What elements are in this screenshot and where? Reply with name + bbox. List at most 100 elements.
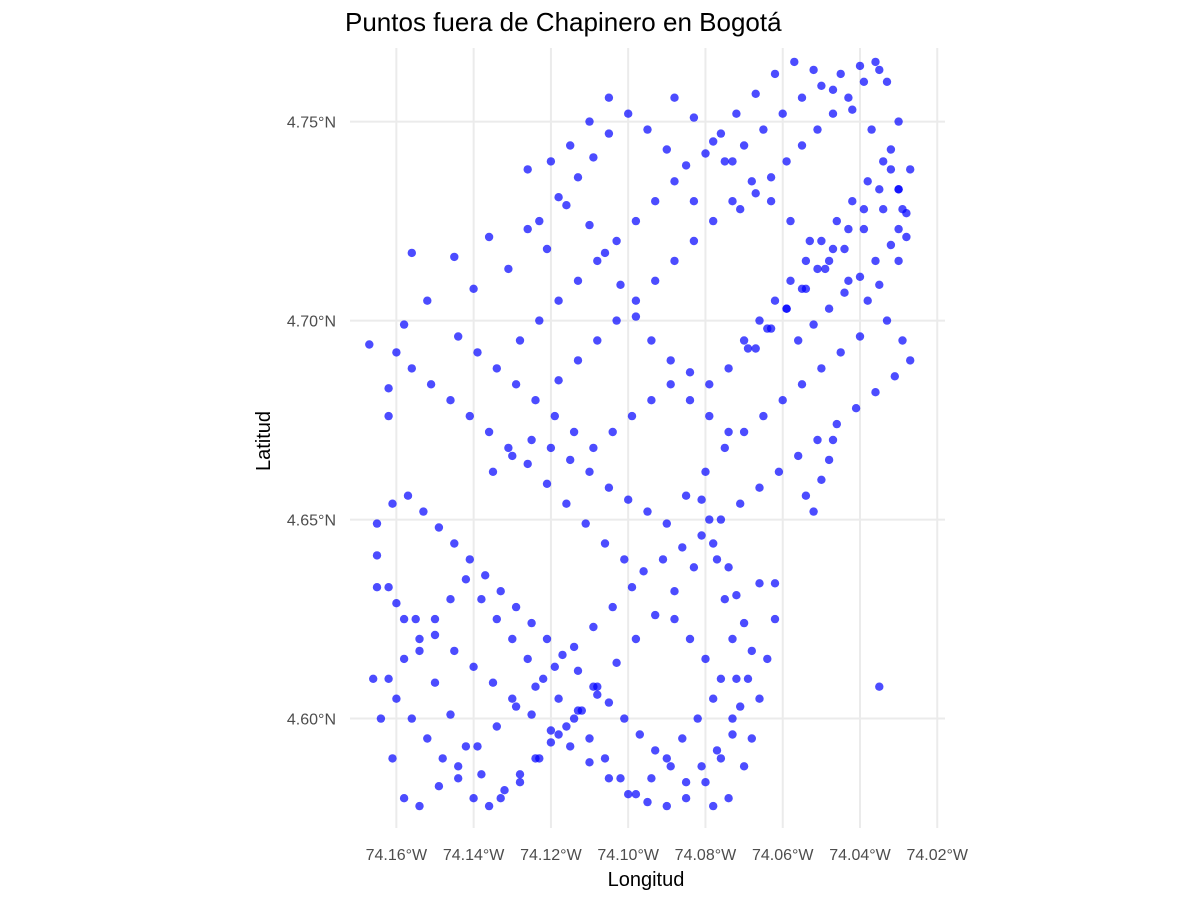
data-point	[569, 642, 579, 652]
x-tick-label: 74.02°W	[906, 847, 968, 864]
data-point	[484, 232, 494, 242]
data-point	[647, 336, 656, 345]
data-point	[882, 77, 892, 87]
data-point	[515, 770, 525, 779]
y-tick-label: 4.70°N	[287, 314, 336, 331]
data-point	[554, 193, 563, 202]
data-point	[492, 614, 501, 624]
data-point	[894, 256, 903, 266]
data-point	[712, 746, 722, 755]
data-point	[589, 153, 598, 162]
data-point	[450, 252, 459, 262]
data-point	[832, 216, 841, 226]
data-point	[639, 567, 648, 576]
data-point	[446, 396, 455, 405]
data-point	[736, 499, 745, 508]
data-points	[365, 57, 915, 811]
data-point	[894, 224, 903, 234]
data-point	[685, 634, 695, 644]
data-point	[500, 786, 509, 795]
data-point	[651, 746, 660, 755]
data-point	[902, 232, 911, 242]
data-point	[461, 742, 471, 751]
data-point	[844, 93, 853, 102]
data-point	[372, 583, 382, 592]
data-point	[477, 595, 486, 604]
data-point	[867, 125, 876, 134]
data-point	[832, 419, 841, 429]
data-point	[720, 595, 729, 604]
data-point	[759, 411, 768, 421]
data-point	[670, 256, 679, 266]
data-point	[709, 539, 718, 548]
data-point	[662, 801, 671, 811]
data-point	[840, 244, 849, 254]
data-point	[805, 236, 814, 246]
data-point	[875, 682, 884, 691]
data-point	[778, 109, 787, 118]
data-point	[848, 105, 857, 114]
data-point	[612, 236, 621, 246]
data-point	[496, 587, 505, 596]
data-point	[620, 714, 629, 723]
x-tick-label: 74.10°W	[597, 847, 659, 864]
data-point	[589, 682, 598, 691]
data-point	[875, 65, 884, 75]
data-point	[593, 690, 602, 699]
data-point	[755, 579, 764, 588]
data-point	[751, 189, 760, 198]
data-point	[488, 467, 498, 476]
data-point	[411, 614, 420, 624]
data-point	[542, 634, 552, 644]
data-point	[481, 571, 490, 580]
data-point	[573, 173, 583, 182]
data-point	[399, 794, 409, 803]
data-point	[573, 666, 583, 675]
data-point	[739, 618, 749, 628]
data-point	[670, 93, 679, 102]
data-point	[859, 224, 869, 234]
data-point	[407, 248, 416, 258]
data-point	[747, 177, 756, 186]
data-point	[828, 435, 838, 445]
data-point	[759, 125, 768, 134]
data-point	[558, 650, 567, 660]
data-point	[666, 356, 675, 365]
data-point	[508, 634, 517, 644]
data-point	[492, 364, 501, 373]
data-point	[886, 145, 896, 154]
data-point	[554, 694, 563, 703]
data-point	[616, 280, 625, 289]
data-point	[562, 722, 571, 731]
data-point	[604, 698, 614, 707]
data-point	[743, 344, 753, 353]
data-point	[678, 543, 687, 552]
data-point	[778, 396, 787, 405]
data-point	[728, 634, 737, 644]
data-point	[407, 714, 416, 723]
data-point	[875, 280, 884, 289]
data-point	[701, 467, 710, 476]
data-point	[473, 348, 482, 357]
data-point	[635, 730, 644, 739]
data-point	[566, 742, 575, 751]
data-point	[488, 678, 498, 687]
data-point	[430, 614, 440, 624]
data-point	[585, 220, 594, 230]
data-point	[392, 348, 401, 357]
data-point	[384, 411, 393, 421]
data-point	[797, 141, 807, 150]
data-point	[554, 296, 563, 305]
data-point	[801, 256, 811, 266]
data-point	[794, 451, 803, 461]
data-point	[720, 443, 729, 453]
data-point	[624, 790, 633, 799]
data-point	[728, 730, 737, 739]
data-point	[736, 205, 745, 214]
data-point	[662, 145, 671, 154]
data-point	[593, 256, 602, 266]
data-point	[624, 495, 633, 504]
data-point	[670, 587, 679, 596]
x-tick-label: 74.08°W	[675, 847, 737, 864]
data-point	[454, 774, 463, 783]
